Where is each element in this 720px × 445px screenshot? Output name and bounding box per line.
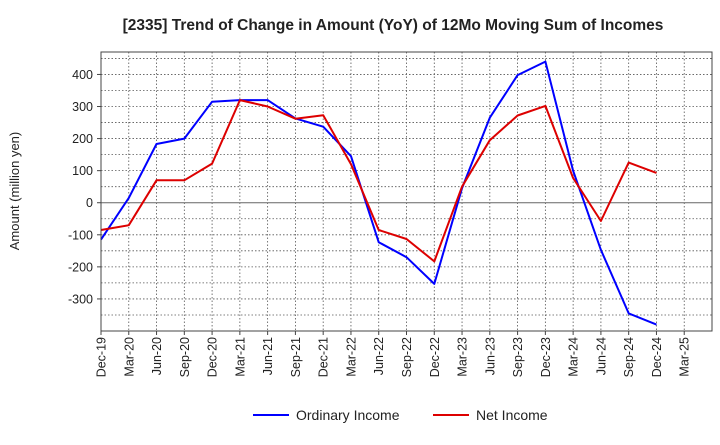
grid-lines xyxy=(100,52,713,332)
x-tick-label: Jun-23 xyxy=(483,337,497,375)
y-tick-label: -100 xyxy=(68,228,93,242)
x-tick-label: Mar-21 xyxy=(233,337,247,377)
x-tick-label: Jun-24 xyxy=(594,337,608,375)
x-tick-label: Sep-24 xyxy=(622,337,636,377)
y-tick-label: 300 xyxy=(72,100,93,114)
x-tick-label: Sep-21 xyxy=(289,337,303,377)
x-tick-label: Mar-25 xyxy=(678,337,692,377)
x-tick-label: Jun-22 xyxy=(372,337,386,375)
series-lines xyxy=(100,60,657,326)
x-tick-label: Dec-23 xyxy=(539,337,553,377)
x-tick-label: Mar-23 xyxy=(456,337,470,377)
x-tick-label: Dec-22 xyxy=(428,337,442,377)
x-tick-label: Dec-24 xyxy=(650,337,664,377)
x-tick-labels: Dec-19 Mar-20 Jun-20 Sep-20 Dec-20 Mar-21 Jun-… xyxy=(95,331,692,377)
x-tick-label: Jun-20 xyxy=(150,337,164,375)
x-tick-label: Sep-22 xyxy=(400,337,414,377)
x-tick-label: Jun-21 xyxy=(261,337,275,375)
y-tick-label: 100 xyxy=(72,164,93,178)
x-tick-label: Sep-23 xyxy=(511,337,525,377)
chart-title: [2335] Trend of Change in Amount (YoY) o… xyxy=(123,17,664,34)
series-line-ordinary-income xyxy=(100,60,657,326)
x-tick-label: Mar-24 xyxy=(567,337,581,377)
y-tick-label: -200 xyxy=(68,260,93,274)
legend: Ordinary Income Net Income xyxy=(253,407,548,423)
y-tick-label: 200 xyxy=(72,132,93,146)
x-tick-label: Mar-22 xyxy=(344,337,358,377)
x-tick-label: Sep-20 xyxy=(178,337,192,377)
legend-label: Ordinary Income xyxy=(296,407,400,423)
plot-frame xyxy=(100,51,713,332)
y-axis-label: Amount (million yen) xyxy=(7,132,22,251)
y-tick-labels: -300 -200 -100 0 100 200 300 400 xyxy=(68,68,101,306)
y-tick-label: 400 xyxy=(72,68,93,82)
plot-border xyxy=(100,51,713,332)
legend-label: Net Income xyxy=(476,407,548,423)
x-tick-label: Dec-20 xyxy=(206,337,220,377)
x-tick-label: Dec-19 xyxy=(95,337,109,377)
y-tick-label: 0 xyxy=(86,196,93,210)
y-tick-label: -300 xyxy=(68,292,93,306)
x-tick-label: Mar-20 xyxy=(122,337,136,377)
x-tick-label: Dec-21 xyxy=(317,337,331,377)
series-line-net-income xyxy=(100,99,657,263)
